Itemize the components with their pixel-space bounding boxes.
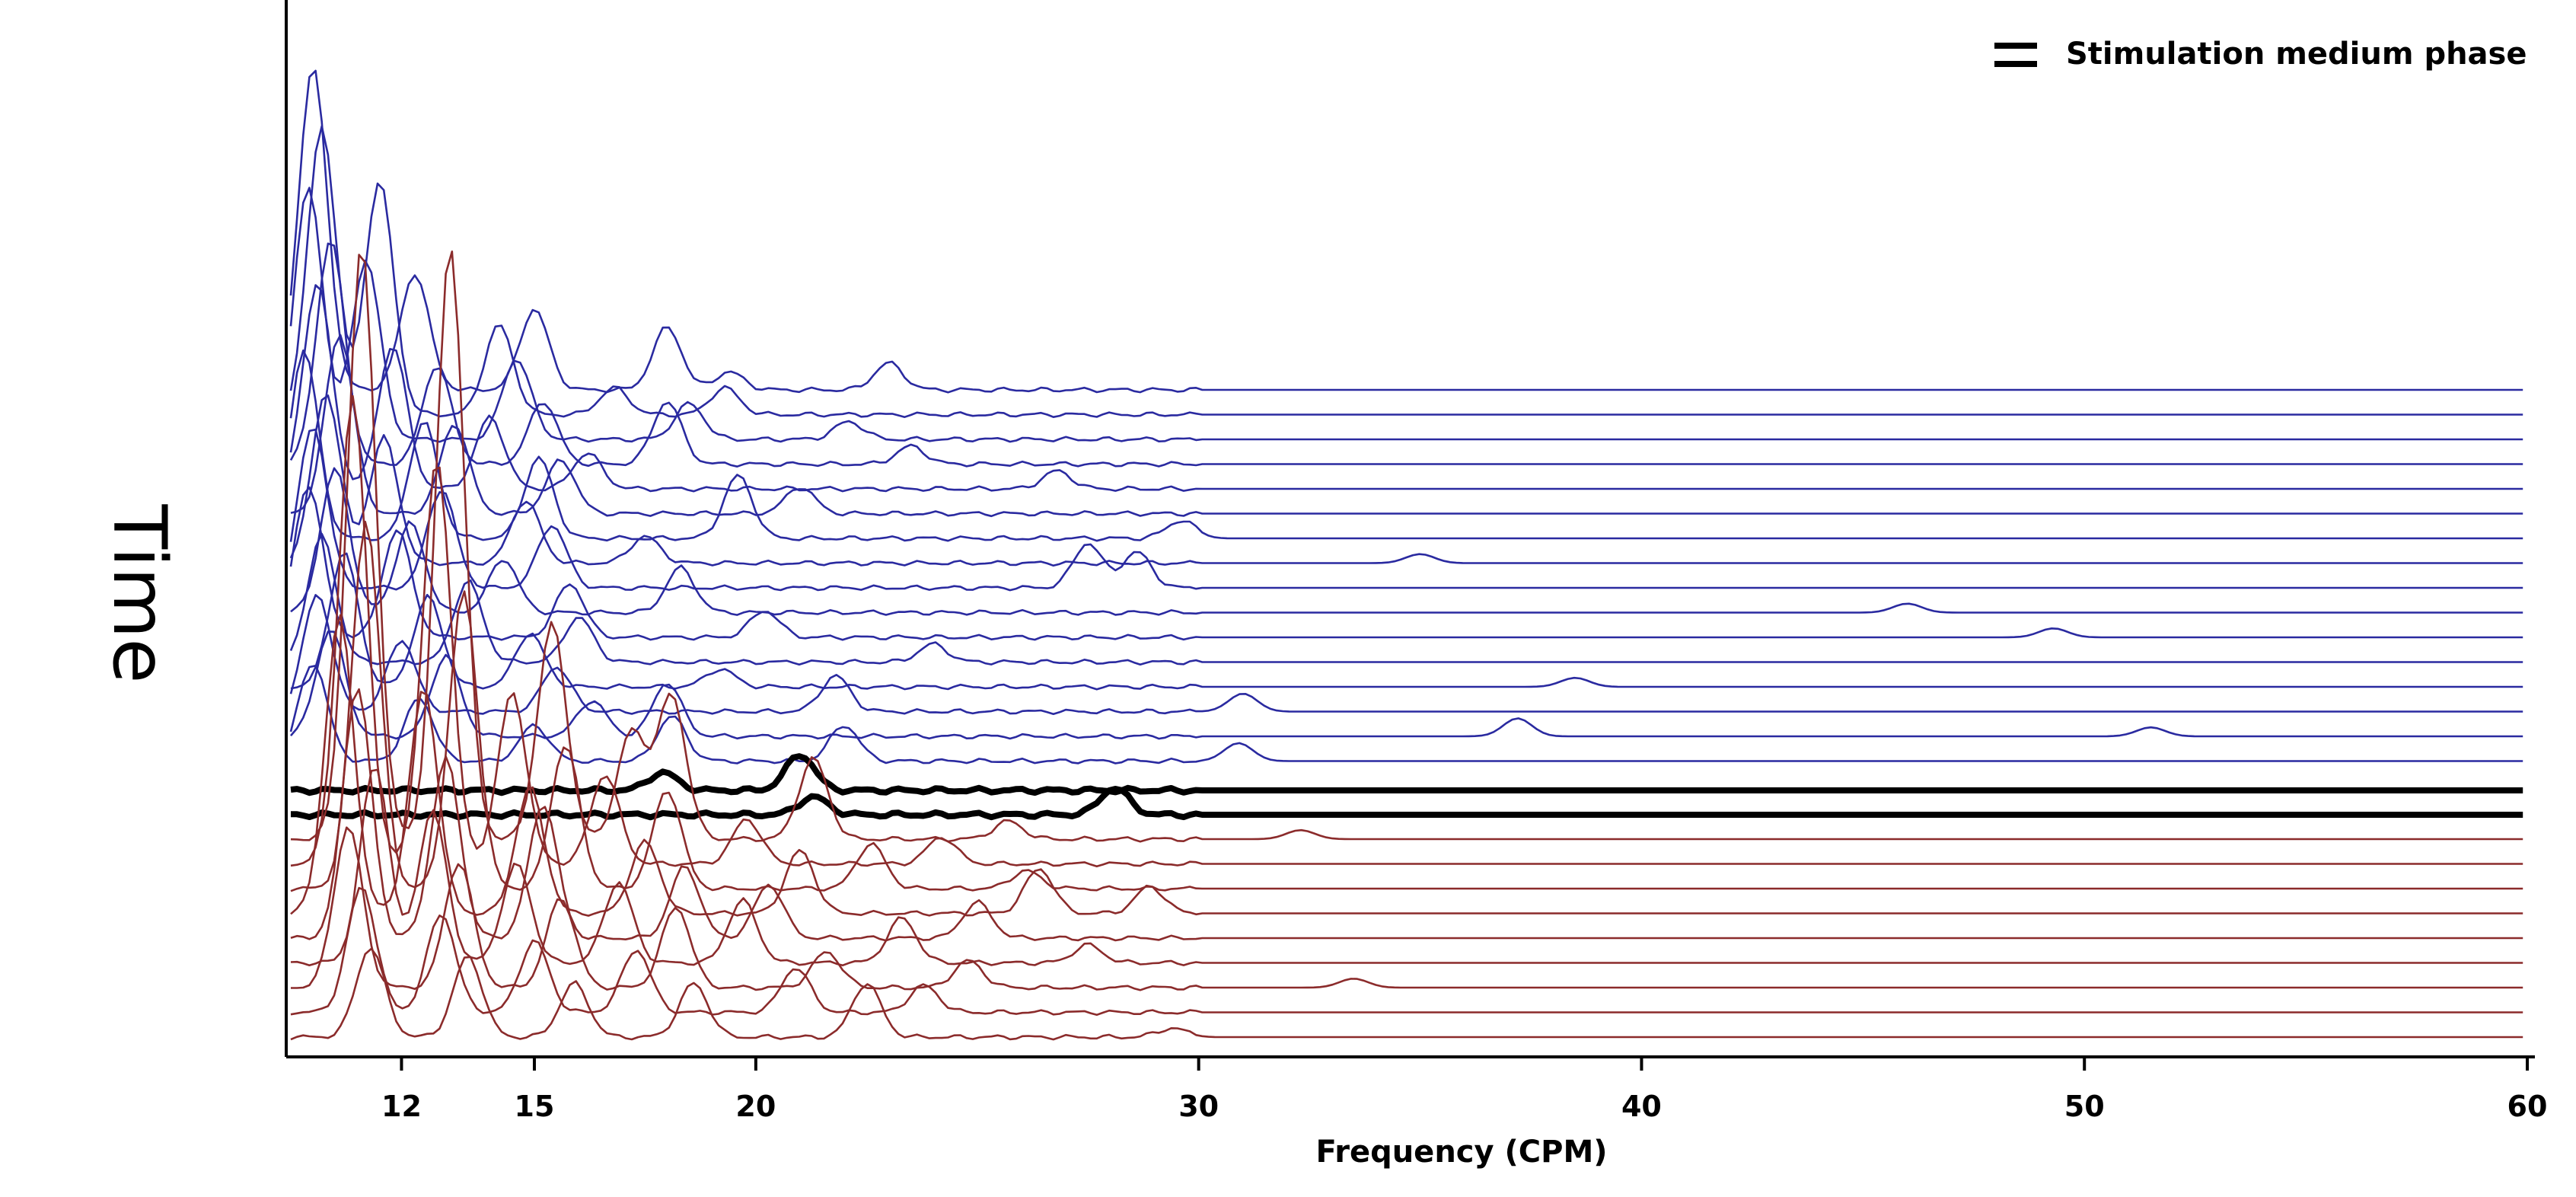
upper-trace — [289, 350, 2523, 542]
x-tick-label: 30 — [1178, 1090, 1219, 1123]
upper-trace — [289, 428, 2523, 592]
upper-trace — [289, 532, 2523, 666]
lower-trace — [290, 947, 2523, 1041]
y-axis-label: Time — [97, 504, 182, 684]
upper-trace — [289, 665, 2523, 764]
x-tick-label: 60 — [2507, 1090, 2548, 1123]
upper-trace — [289, 125, 2523, 418]
upper-trace — [289, 242, 2523, 468]
upper-trace — [289, 69, 2523, 394]
upper-trace — [290, 334, 2523, 518]
x-axis-label: Frequency (CPM) — [1315, 1135, 1607, 1170]
lower-trace — [290, 251, 2523, 843]
x-ticks: 12 15 20 30 40 50 60 — [381, 1057, 2547, 1123]
x-tick-label: 12 — [381, 1090, 422, 1123]
lower-trace — [290, 688, 2523, 942]
upper-trace — [290, 467, 2523, 616]
x-tick-label: 20 — [735, 1090, 776, 1123]
upper-trace — [289, 187, 2523, 443]
lower-trace — [290, 614, 2523, 917]
x-tick-label: 50 — [2064, 1090, 2105, 1123]
stimulation-trace — [290, 753, 2523, 796]
lower-trace — [290, 768, 2523, 967]
trace-group — [289, 69, 2523, 1041]
upper-trace — [290, 630, 2523, 740]
stimulation-trace — [291, 786, 2523, 821]
upper-trace — [289, 284, 2523, 493]
lower-trace — [290, 886, 2523, 1017]
upper-trace — [290, 552, 2523, 691]
axes — [285, 0, 2535, 1058]
lower-trace — [290, 394, 2523, 868]
x-tick-label: 15 — [515, 1090, 555, 1123]
lower-trace — [290, 520, 2523, 892]
lower-trace — [291, 826, 2523, 991]
upper-trace — [289, 486, 2523, 641]
legend-label: Stimulation medium phase — [2066, 37, 2527, 72]
upper-trace — [289, 394, 2523, 567]
x-tick-label: 40 — [1621, 1090, 1662, 1123]
legend: Stimulation medium phase — [1994, 37, 2527, 72]
